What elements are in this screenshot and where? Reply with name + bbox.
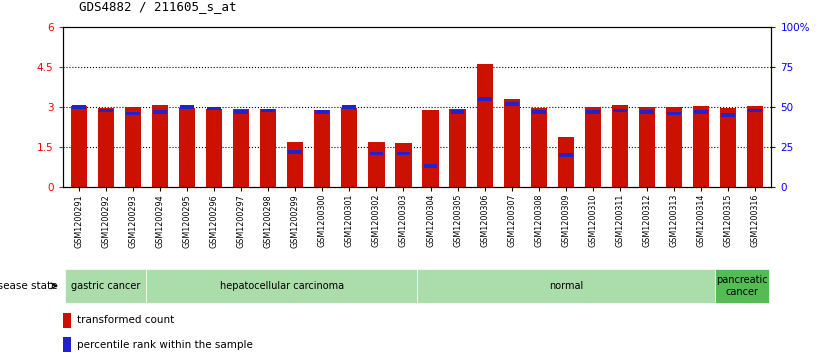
Bar <box>99 109 113 112</box>
Bar <box>315 110 329 114</box>
Text: normal: normal <box>549 281 583 291</box>
Bar <box>586 110 600 114</box>
Bar <box>341 109 358 187</box>
Bar <box>612 105 628 187</box>
Bar <box>417 269 715 303</box>
Bar <box>450 109 465 187</box>
Text: percentile rank within the sample: percentile rank within the sample <box>77 340 253 350</box>
Bar <box>559 153 573 157</box>
Bar <box>206 109 222 187</box>
Bar <box>261 109 275 112</box>
Bar <box>558 137 574 187</box>
Text: GDS4882 / 211605_s_at: GDS4882 / 211605_s_at <box>79 0 237 13</box>
Bar <box>450 110 465 114</box>
Bar <box>667 112 681 115</box>
Bar <box>397 152 410 155</box>
Bar <box>715 269 769 303</box>
Bar <box>98 107 114 187</box>
Bar <box>369 152 384 155</box>
Bar <box>179 109 195 187</box>
Bar <box>505 102 519 106</box>
Bar <box>530 109 547 187</box>
Bar <box>721 113 735 117</box>
Bar <box>125 107 141 187</box>
Bar <box>395 143 412 187</box>
Bar <box>666 107 682 187</box>
Bar <box>693 106 709 187</box>
Bar <box>532 110 545 114</box>
Bar <box>314 110 330 187</box>
Text: hepatocellular carcinoma: hepatocellular carcinoma <box>219 281 344 291</box>
Bar <box>153 110 167 114</box>
Bar <box>207 107 221 110</box>
Bar <box>65 269 147 303</box>
Bar <box>747 106 763 187</box>
Bar <box>585 107 601 187</box>
Bar <box>343 105 356 109</box>
Bar <box>694 110 708 114</box>
Bar <box>126 112 140 115</box>
Bar <box>424 164 437 168</box>
Bar <box>422 110 439 187</box>
Bar <box>63 337 72 352</box>
Bar <box>640 110 654 114</box>
Bar <box>180 105 194 109</box>
Bar <box>287 142 304 187</box>
Bar <box>233 109 249 187</box>
Bar <box>63 313 72 328</box>
Bar <box>72 105 86 109</box>
Bar <box>152 105 168 187</box>
Bar <box>369 142 384 187</box>
Bar <box>504 99 520 187</box>
Bar <box>476 65 493 187</box>
Bar <box>71 106 87 187</box>
Text: transformed count: transformed count <box>77 315 174 325</box>
Bar <box>748 109 762 112</box>
Text: disease state: disease state <box>0 281 58 291</box>
Bar <box>234 110 248 114</box>
Bar <box>289 150 302 154</box>
Bar <box>478 97 491 101</box>
Text: gastric cancer: gastric cancer <box>71 281 141 291</box>
Bar <box>260 109 276 187</box>
Bar <box>639 107 655 187</box>
Bar <box>613 109 627 112</box>
Bar <box>147 269 417 303</box>
Bar <box>720 107 736 187</box>
Text: pancreatic
cancer: pancreatic cancer <box>716 275 767 297</box>
